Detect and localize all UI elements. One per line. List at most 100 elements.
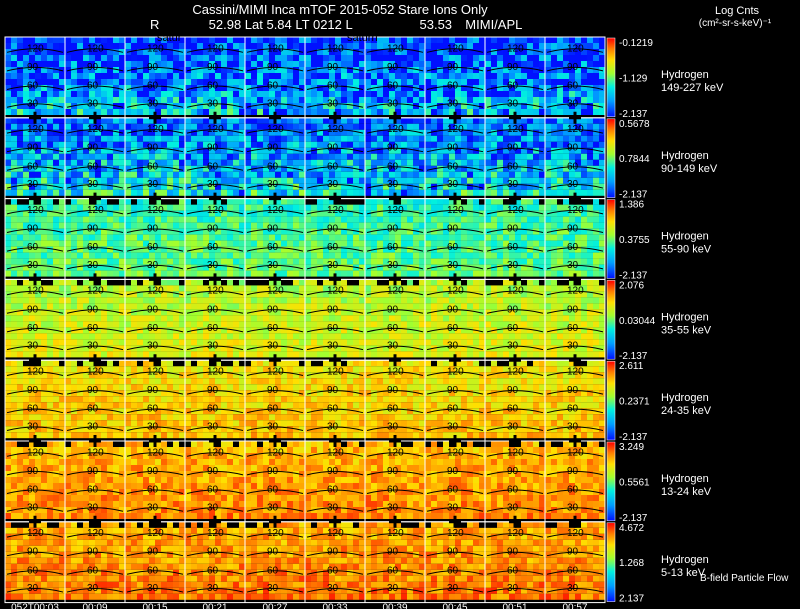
contour-line (246, 470, 304, 476)
contour-line (426, 309, 484, 314)
contour-label: 60 (507, 484, 519, 495)
contour-line (426, 570, 484, 575)
contour-line (546, 264, 604, 270)
contour-label: 90 (507, 547, 519, 558)
contour-label: 120 (87, 286, 104, 297)
contour-line (366, 570, 424, 575)
contour-line (486, 290, 544, 296)
contour-label: 30 (87, 260, 99, 271)
crosshair-marker (449, 435, 461, 447)
contour-line (126, 66, 184, 72)
crosshair-marker (569, 435, 581, 447)
contour-line (486, 209, 544, 215)
contour-line (126, 588, 184, 593)
contour-label: 120 (567, 43, 584, 54)
contour-label: 60 (567, 80, 579, 91)
chart-subtitle: R 52.98 Lat 5.84 LT 0212 L 53.53 MIMI/AP… (150, 17, 522, 32)
contour-line (6, 390, 64, 395)
crosshair-marker (329, 192, 341, 205)
contour-line (546, 85, 604, 90)
contour-label: 30 (387, 421, 399, 432)
heatmap-panel (5, 37, 605, 115)
contour-line (366, 371, 424, 376)
crosshair-marker (449, 515, 461, 528)
contour-label: 120 (267, 286, 284, 297)
contour-line (186, 129, 244, 134)
contour-line (126, 390, 184, 395)
contour-label: 90 (147, 304, 159, 315)
contour-line (546, 533, 604, 538)
contour-label: 90 (207, 304, 219, 315)
contour-line (126, 247, 184, 252)
contour-label: 60 (267, 404, 279, 415)
contour-label: 120 (207, 286, 224, 297)
contour-label: 60 (207, 80, 219, 91)
contour-line (426, 345, 484, 351)
crosshair-marker (569, 111, 581, 124)
contour-label: 60 (147, 242, 159, 253)
contour-label: 90 (207, 143, 219, 154)
crosshair-marker (209, 515, 221, 528)
crosshair-marker (209, 354, 221, 367)
contour-label: 120 (147, 367, 164, 378)
contour-label: 30 (207, 179, 219, 190)
contour-label: 120 (87, 528, 104, 539)
contour-label: 120 (567, 124, 584, 135)
colorbar (606, 441, 616, 522)
contour-label: 120 (387, 367, 404, 378)
contour-label: 120 (327, 43, 344, 54)
contour-line (546, 129, 604, 134)
contour-line (426, 147, 484, 153)
contour-label: 90 (387, 62, 399, 73)
contour-line (126, 570, 184, 575)
contour-label: 90 (27, 466, 39, 477)
contour-line (426, 551, 484, 557)
colorbar-max-label: 2.611 (619, 361, 644, 372)
contour-label: 120 (267, 43, 284, 54)
contour-line (6, 533, 64, 538)
contour-label: 90 (387, 385, 399, 396)
contour-line (6, 166, 64, 171)
contour-line (66, 426, 124, 431)
contour-label: 30 (507, 583, 519, 594)
contour-line (6, 309, 64, 314)
contour-line (366, 551, 424, 557)
contour-label: 90 (267, 62, 279, 73)
contour-line (306, 129, 364, 134)
contour-label: 90 (267, 385, 279, 396)
contour-label: 90 (567, 223, 579, 234)
contour-line (546, 408, 604, 414)
contour-label: 120 (507, 447, 524, 458)
heatmap-panel (5, 117, 605, 196)
contour-line (426, 166, 484, 171)
contour-line (246, 551, 304, 557)
contour-label: 90 (207, 466, 219, 477)
contour-label: 90 (507, 385, 519, 396)
crosshair-marker (449, 192, 461, 205)
contour-label: 60 (567, 484, 579, 495)
contour-label: 30 (147, 98, 159, 109)
contour-label: 90 (147, 466, 159, 477)
contour-line (546, 147, 604, 153)
subtitle-r-label: R (150, 17, 160, 32)
contour-line (486, 470, 544, 476)
contour-label: 60 (327, 323, 339, 334)
contour-label: 90 (447, 62, 459, 73)
energy-label: 90-149 keV (661, 163, 718, 175)
contour-line (6, 184, 64, 189)
contour-line (66, 290, 124, 296)
crosshair-marker (269, 111, 281, 124)
contour-label: 60 (27, 565, 39, 576)
contour-line (366, 345, 424, 351)
contour-line (546, 209, 604, 215)
contour-line (126, 426, 184, 431)
contour-label: 90 (567, 547, 579, 558)
crosshair-marker (269, 435, 281, 447)
contour-label: 60 (507, 565, 519, 576)
contour-line (126, 209, 184, 215)
contour-line (6, 66, 64, 72)
contour-line (126, 507, 184, 512)
contour-label: 90 (387, 466, 399, 477)
contour-line (6, 247, 64, 252)
contour-label: 30 (87, 98, 99, 109)
